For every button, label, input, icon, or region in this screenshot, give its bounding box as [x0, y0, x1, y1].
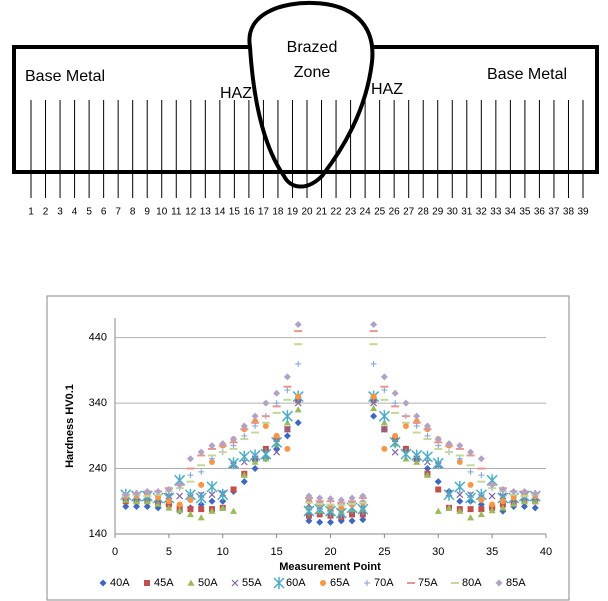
- point-number: 35: [519, 207, 531, 218]
- point-number: 4: [72, 207, 78, 218]
- x-tick-label: 20: [324, 546, 336, 558]
- point-number: 28: [418, 207, 430, 218]
- x-tick-label: 40: [540, 546, 552, 558]
- point-number: 6: [101, 207, 107, 218]
- data-point: [166, 498, 172, 504]
- point-number: 3: [57, 207, 63, 218]
- point-number: 33: [490, 207, 502, 218]
- label: Base Metal: [487, 66, 567, 83]
- data-point: [274, 433, 280, 439]
- legend-label: 60A: [286, 577, 306, 589]
- point-number: 36: [534, 207, 546, 218]
- legend-label: 45A: [154, 577, 174, 589]
- point-number: 11: [171, 207, 182, 218]
- y-tick-label: 340: [89, 397, 107, 409]
- x-tick-label: 5: [166, 546, 172, 558]
- y-tick-label: 140: [89, 528, 107, 540]
- point-number: 34: [505, 207, 517, 218]
- point-number: 15: [229, 207, 241, 218]
- y-tick-label: 240: [89, 462, 107, 474]
- y-axis-title: Hardness HV0.1: [64, 384, 76, 468]
- page: Base Metal HAZ Brazed Zone HAZ Base Meta…: [0, 0, 608, 601]
- point-number: 16: [243, 207, 255, 218]
- data-point: [468, 506, 474, 512]
- weld-diagram: [14, 3, 597, 187]
- point-number: 29: [432, 207, 444, 218]
- data-point: [295, 394, 301, 400]
- data-point: [371, 394, 377, 400]
- legend-label: 75A: [418, 577, 438, 589]
- point-number: 20: [301, 207, 313, 218]
- legend-label: 65A: [330, 577, 350, 589]
- point-number: 17: [258, 207, 270, 218]
- point-number: 2: [43, 207, 49, 218]
- x-axis-title: Measurement Point: [279, 561, 381, 573]
- y-tick-label: 440: [89, 332, 107, 344]
- label: Brazed: [287, 39, 338, 56]
- x-tick-label: 0: [112, 546, 118, 558]
- legend-label: 70A: [374, 577, 394, 589]
- point-number: 32: [476, 207, 488, 218]
- data-point: [468, 482, 474, 488]
- data-point: [381, 446, 387, 452]
- point-number: 31: [461, 207, 473, 218]
- legend-marker: [144, 580, 150, 586]
- point-number: 9: [144, 207, 150, 218]
- data-point: [500, 498, 506, 504]
- point-number: 38: [563, 207, 575, 218]
- point-number: 25: [374, 207, 386, 218]
- data-point: [403, 423, 409, 429]
- brazed-zone: [249, 3, 372, 187]
- point-number: 14: [214, 207, 226, 218]
- legend-label: 50A: [198, 577, 218, 589]
- data-point: [263, 423, 269, 429]
- x-tick-label: 30: [432, 546, 444, 558]
- label: Base Metal: [25, 68, 105, 85]
- data-point: [198, 482, 204, 488]
- x-tick-label: 10: [217, 546, 229, 558]
- data-point: [177, 502, 183, 508]
- point-number: 18: [272, 207, 284, 218]
- data-point: [198, 506, 204, 512]
- point-number: 27: [403, 207, 415, 218]
- data-point: [392, 433, 398, 439]
- point-number: 13: [200, 207, 212, 218]
- data-point: [489, 502, 495, 508]
- legend-label: 80A: [462, 577, 482, 589]
- data-point: [435, 486, 441, 492]
- point-number: 1: [28, 207, 34, 218]
- point-number: 24: [360, 207, 372, 218]
- legend-label: 40A: [110, 577, 130, 589]
- figure: Base Metal HAZ Brazed Zone HAZ Base Meta…: [0, 0, 608, 601]
- data-point: [478, 497, 484, 503]
- data-point: [231, 486, 237, 492]
- point-number: 8: [130, 207, 136, 218]
- data-point: [284, 446, 290, 452]
- label: Zone: [294, 64, 331, 81]
- point-number: 5: [86, 207, 92, 218]
- point-number: 30: [447, 207, 459, 218]
- point-number: 21: [316, 207, 328, 218]
- point-number: 39: [577, 207, 589, 218]
- point-number: 26: [389, 207, 401, 218]
- point-number: 19: [287, 207, 299, 218]
- data-point: [187, 497, 193, 503]
- point-number: 23: [345, 207, 357, 218]
- point-number: 7: [115, 207, 121, 218]
- x-tick-label: 35: [486, 546, 498, 558]
- point-number: 12: [185, 207, 197, 218]
- legend-marker: [320, 580, 326, 586]
- point-number: 22: [330, 207, 342, 218]
- label: HAZ: [371, 81, 403, 98]
- point-number: 10: [156, 207, 168, 218]
- legend-label: 85A: [506, 577, 526, 589]
- x-tick-label: 15: [271, 546, 283, 558]
- point-number: 37: [548, 207, 560, 218]
- x-tick-label: 25: [378, 546, 390, 558]
- legend-label: 55A: [242, 577, 262, 589]
- label: HAZ: [220, 85, 252, 102]
